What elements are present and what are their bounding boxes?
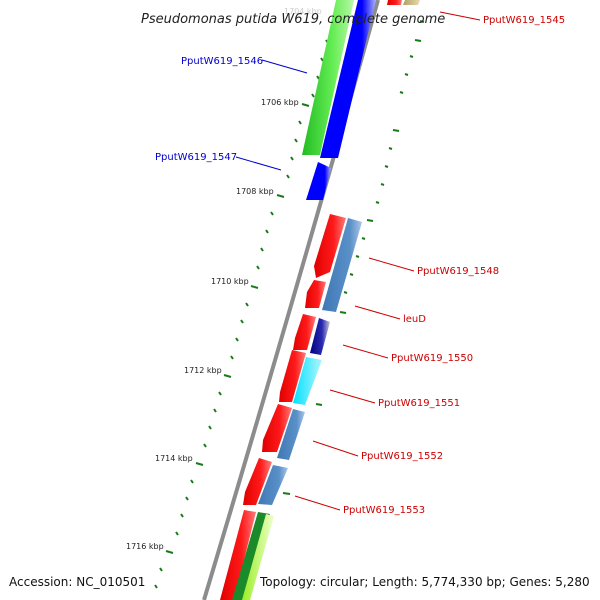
gene-1552-steel-block[interactable] bbox=[277, 409, 305, 460]
topology-text: Topology: circular; Length: 5,774,330 bp… bbox=[259, 575, 590, 589]
gene-label-1548[interactable]: PputW619_1548 bbox=[417, 266, 499, 277]
gene-leud-red-block[interactable] bbox=[305, 280, 326, 308]
gene-1552-red-block[interactable] bbox=[262, 404, 292, 452]
gene-label-1547[interactable]: PputW619_1547 bbox=[155, 152, 237, 163]
gene-1550-navy-block[interactable] bbox=[310, 318, 330, 355]
kbp-label-1708: 1708 kbp bbox=[236, 187, 274, 196]
gene-label-1546[interactable]: PputW619_1546 bbox=[181, 56, 263, 67]
gene-1548-red-block[interactable] bbox=[314, 214, 346, 278]
gene-1553-steel-block[interactable] bbox=[258, 465, 288, 505]
gene-label-1553[interactable]: PputW619_1553 bbox=[343, 505, 425, 516]
gene-1551-red-block[interactable] bbox=[279, 350, 306, 402]
gene-next-lime-block[interactable] bbox=[242, 514, 274, 600]
gene-1546-blue-block[interactable] bbox=[320, 0, 376, 158]
gene-label-1552[interactable]: PputW619_1552 bbox=[361, 451, 443, 462]
kbp-label-1716: 1716 kbp bbox=[126, 542, 164, 551]
dotted-track bbox=[154, 20, 425, 589]
kbp-label-1710: 1710 kbp bbox=[211, 277, 249, 286]
accession-text: Accession: NC_010501 bbox=[9, 575, 145, 589]
gene-olive-block[interactable] bbox=[403, 0, 420, 5]
gene-next-red-block[interactable] bbox=[220, 510, 256, 600]
gene-1551-cyan-block[interactable] bbox=[293, 357, 322, 405]
ghost-kbp-label: 1704 kbp bbox=[284, 7, 322, 16]
kbp-label-1714: 1714 kbp bbox=[155, 454, 193, 463]
kbp-label-1706: 1706 kbp bbox=[261, 98, 299, 107]
gene-label-1545[interactable]: PputW619_1545 bbox=[483, 15, 565, 26]
kbp-label-1712: 1712 kbp bbox=[184, 366, 222, 375]
gene-label-leud[interactable]: leuD bbox=[403, 314, 426, 325]
gene-1546-green-block[interactable] bbox=[302, 0, 354, 155]
gene-1547-block[interactable] bbox=[306, 162, 331, 200]
gene-1545-block[interactable] bbox=[387, 0, 402, 5]
gene-label-1551[interactable]: PputW619_1551 bbox=[378, 398, 460, 409]
map-title: Pseudomonas putida W619, complete genome bbox=[141, 12, 445, 27]
gene-label-1550[interactable]: PputW619_1550 bbox=[391, 353, 473, 364]
gene-1550-red-block[interactable] bbox=[293, 314, 316, 350]
leader-lines bbox=[235, 11, 481, 511]
gene-1553-red-block[interactable] bbox=[243, 458, 272, 505]
gene-1548-steel-block[interactable] bbox=[322, 218, 362, 312]
